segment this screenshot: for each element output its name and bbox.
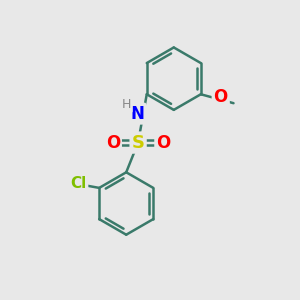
Text: N: N	[130, 105, 145, 123]
Text: H: H	[122, 98, 131, 111]
Text: O: O	[214, 88, 228, 106]
Text: O: O	[106, 134, 120, 152]
Text: O: O	[156, 134, 170, 152]
Text: S: S	[132, 134, 145, 152]
Text: Cl: Cl	[70, 176, 86, 191]
